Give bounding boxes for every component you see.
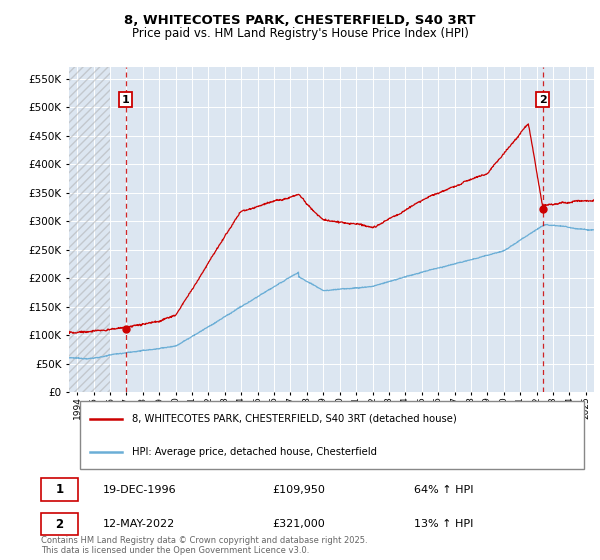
Text: 64% ↑ HPI: 64% ↑ HPI bbox=[413, 484, 473, 494]
Text: 2: 2 bbox=[56, 517, 64, 530]
Text: 12-MAY-2022: 12-MAY-2022 bbox=[103, 519, 176, 529]
Text: 13% ↑ HPI: 13% ↑ HPI bbox=[413, 519, 473, 529]
Text: Contains HM Land Registry data © Crown copyright and database right 2025.
This d: Contains HM Land Registry data © Crown c… bbox=[41, 536, 368, 556]
Text: £109,950: £109,950 bbox=[272, 484, 325, 494]
Text: Price paid vs. HM Land Registry's House Price Index (HPI): Price paid vs. HM Land Registry's House … bbox=[131, 27, 469, 40]
Text: 1: 1 bbox=[122, 95, 130, 105]
Text: HPI: Average price, detached house, Chesterfield: HPI: Average price, detached house, Ches… bbox=[132, 447, 377, 457]
FancyBboxPatch shape bbox=[41, 478, 78, 501]
FancyBboxPatch shape bbox=[41, 513, 78, 535]
Text: 8, WHITECOTES PARK, CHESTERFIELD, S40 3RT (detached house): 8, WHITECOTES PARK, CHESTERFIELD, S40 3R… bbox=[132, 414, 457, 424]
Text: 2: 2 bbox=[539, 95, 547, 105]
Text: 8, WHITECOTES PARK, CHESTERFIELD, S40 3RT: 8, WHITECOTES PARK, CHESTERFIELD, S40 3R… bbox=[124, 14, 476, 27]
Text: 1: 1 bbox=[56, 483, 64, 496]
Text: 19-DEC-1996: 19-DEC-1996 bbox=[103, 484, 177, 494]
Text: £321,000: £321,000 bbox=[272, 519, 325, 529]
FancyBboxPatch shape bbox=[79, 402, 583, 469]
